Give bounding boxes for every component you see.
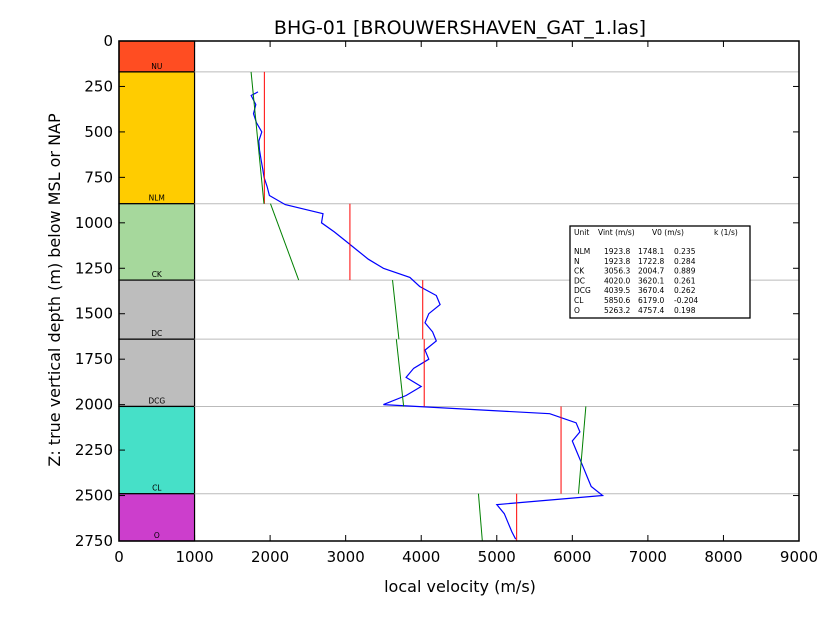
linear-fit-0 [250,71,265,204]
legend-cell-5-3: -0.204 [674,296,698,305]
linear-fit-3 [395,339,405,407]
legend-cell-5-0: CL [574,296,584,305]
unit-label-4: DCG [148,396,165,405]
legend-cell-4-1: 4039.5 [604,286,630,295]
unit-label-1: NLM [149,194,165,203]
unit-block-1 [118,71,196,205]
unit-block-6 [118,493,196,542]
x-tick-label-5: 5000 [478,548,516,566]
legend-cell-3-2: 3620.1 [638,276,664,285]
legend-header-3: k (1/s) [714,228,738,237]
x-tick-label-9: 9000 [780,548,818,566]
legend-cell-6-2: 4757.4 [638,306,664,315]
legend-cell-0-2: 1748.1 [638,247,664,256]
x-tick-label-7: 7000 [629,548,667,566]
linear-fit-5 [477,493,483,542]
chart-title: BHG-01 [BROUWERSHAVEN_GAT_1.las] [274,17,646,39]
legend-box [569,225,751,319]
y-tick-label-3: 750 [84,168,113,186]
legend-cell-4-0: DCG [574,286,591,295]
legend: Unit Vint (m/s) V0 (m/s) k (1/s) NLM 1923.8 17… [569,225,751,319]
y-tick-label-2: 500 [84,123,113,141]
legend-header-1: Vint (m/s) [598,228,635,237]
legend-cell-4-2: 3670.4 [638,286,664,295]
unit-block-5 [118,405,196,495]
legend-cell-3-3: 0.261 [674,276,696,285]
linear-fit-1 [269,203,300,281]
linear-fit-2 [392,280,400,340]
legend-cell-4-3: 0.262 [674,286,696,295]
y-tick-label-11: 2750 [75,532,113,550]
legend-header-2: V0 (m/s) [652,228,684,237]
legend-cell-2-0: CK [574,267,585,276]
x-tick-label-8: 8000 [704,548,742,566]
y-tick-label-10: 2500 [75,487,113,505]
legend-cell-5-2: 6179.0 [638,296,664,305]
x-tick-label-0: 0 [114,548,124,566]
y-tick-label-4: 1000 [75,214,113,232]
legend-cell-1-0: N [574,257,580,266]
log-velocity-line [250,91,605,540]
y-tick-label-8: 2000 [75,396,113,414]
unit-block-2 [118,203,196,281]
unit-label-6: O [154,531,160,540]
y-tick-label-7: 1750 [75,350,113,368]
legend-cell-2-3: 0.889 [674,267,696,276]
x-tick-label-6: 6000 [553,548,591,566]
plot-frame [118,40,800,542]
unit-label-5: CL [152,484,162,493]
x-tick-label-3: 3000 [327,548,365,566]
unit-column: NU NLM CK DC DCG CL O [118,40,196,542]
legend-cell-6-3: 0.198 [674,306,696,315]
legend-cell-5-1: 5850.6 [604,296,630,305]
unit-block-3 [118,279,196,340]
velocity-series [250,71,605,542]
unit-label-3: DC [151,329,162,338]
legend-cell-1-3: 0.284 [674,257,696,266]
legend-cell-0-3: 0.235 [674,247,696,256]
legend-cell-0-0: NLM [574,247,590,256]
axes: 0 1000 2000 3000 4000 5000 6000 7000 8000 9000 0 25… [75,32,818,566]
legend-cell-3-0: DC [574,276,585,285]
legend-cell-1-2: 1722.8 [638,257,664,266]
legend-cell-2-1: 3056.3 [604,267,630,276]
legend-cell-1-1: 1923.8 [604,257,630,266]
y-tick-label-0: 0 [103,32,113,50]
y-tick-label-9: 2250 [75,441,113,459]
y-tick-label-1: 250 [84,77,113,95]
y-tick-label-6: 1500 [75,305,113,323]
legend-cell-0-1: 1923.8 [604,247,630,256]
unit-block-4 [118,338,196,408]
legend-cell-6-0: O [574,306,580,315]
y-axis-label: Z: true vertical depth (m) below MSL or … [45,113,64,467]
legend-cell-6-1: 5263.2 [604,306,630,315]
x-tick-label-4: 4000 [402,548,440,566]
legend-cell-2-2: 2004.7 [638,267,664,276]
y-tick-label-5: 1250 [75,259,113,277]
unit-label-2: CK [152,270,163,279]
legend-header-0: Unit [574,228,589,237]
x-tick-label-1: 1000 [175,548,213,566]
legend-cell-3-1: 4020.0 [604,276,630,285]
x-axis-label: local velocity (m/s) [384,577,536,596]
linear-fit-4 [577,406,587,494]
x-tick-label-2: 2000 [251,548,289,566]
unit-label-0: NU [151,62,162,71]
